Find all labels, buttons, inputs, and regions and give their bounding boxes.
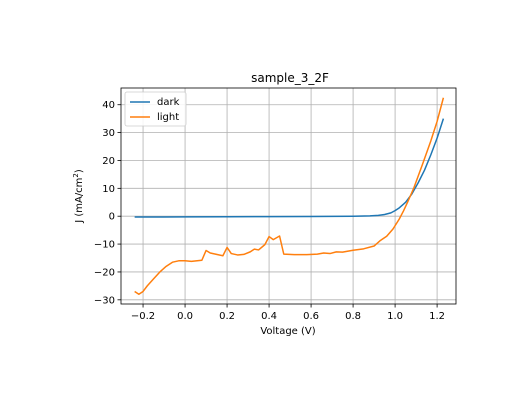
legend-label-light: light <box>157 112 179 123</box>
y-tick-label: 20 <box>102 156 115 167</box>
y-tick-label: −20 <box>94 267 115 278</box>
axis-ticks: −0.2 0.0 0.2 0.4 0.6 0.8 1.0 1.2 −30 −20 −10 0 10 20 3… <box>94 100 445 322</box>
chart-title: sample_3_2F <box>251 71 329 85</box>
y-axis-label: J (mA/cm2) <box>72 169 85 224</box>
series-line-light <box>134 97 445 295</box>
grid-lines <box>121 88 456 304</box>
y-axis-label-main: J (mA/cm <box>74 178 85 224</box>
y-axis-label-close: ) <box>74 169 85 173</box>
y-tick-label: 40 <box>102 100 115 111</box>
x-tick-label: 0.6 <box>303 311 319 322</box>
x-tick-label: 1.0 <box>387 311 403 322</box>
x-tick-label: 0.4 <box>261 311 277 322</box>
x-tick-label: 0.2 <box>219 311 235 322</box>
x-tick-label: −0.2 <box>131 311 155 322</box>
y-tick-label: 30 <box>102 128 115 139</box>
plot-frame <box>120 87 457 305</box>
plot-series <box>134 97 445 295</box>
y-tick-label: 10 <box>102 184 115 195</box>
y-tick-label: 0 <box>109 212 115 223</box>
x-tick-label: 0.8 <box>345 311 361 322</box>
y-tick-label: −10 <box>94 240 115 251</box>
x-tick-label: 0.0 <box>177 311 193 322</box>
x-axis-label: Voltage (V) <box>260 326 315 337</box>
legend-label-dark: dark <box>157 97 180 108</box>
y-tick-label: −30 <box>94 295 115 306</box>
legend: dark light <box>124 91 187 127</box>
series-line-dark <box>134 118 445 218</box>
y-axis-label-superscript: 2 <box>72 173 80 177</box>
x-tick-label: 1.2 <box>429 311 445 322</box>
